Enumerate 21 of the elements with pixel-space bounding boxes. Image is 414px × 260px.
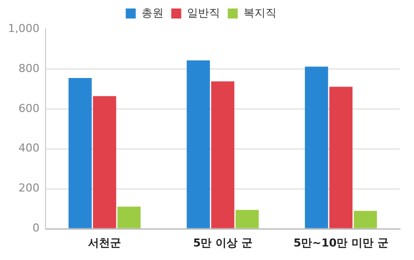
legend-label: 일반직 [186,6,220,20]
bar [92,96,116,228]
legend-label: 복지직 [243,6,276,20]
bar [236,210,259,228]
bar [329,86,353,228]
y-tick-label: 600 [18,102,40,115]
y-tick-label: 800 [18,62,40,75]
y-tick-label: 0 [32,222,40,235]
bar [68,78,92,228]
y-tick-label: 400 [18,142,40,155]
bar [211,81,234,228]
bar [354,210,377,228]
y-tick-label: 200 [18,182,40,195]
x-tick-label: 5만~10만 미만 군 [293,236,388,250]
y-tick-label: 1,000 [8,22,40,35]
bar [186,60,210,228]
x-tick-label: 서천군 [88,236,122,250]
bar [117,206,141,228]
legend-label: 총원 [141,6,164,20]
x-tick-label: 5만 이상 군 [193,236,252,250]
bar [304,66,328,228]
